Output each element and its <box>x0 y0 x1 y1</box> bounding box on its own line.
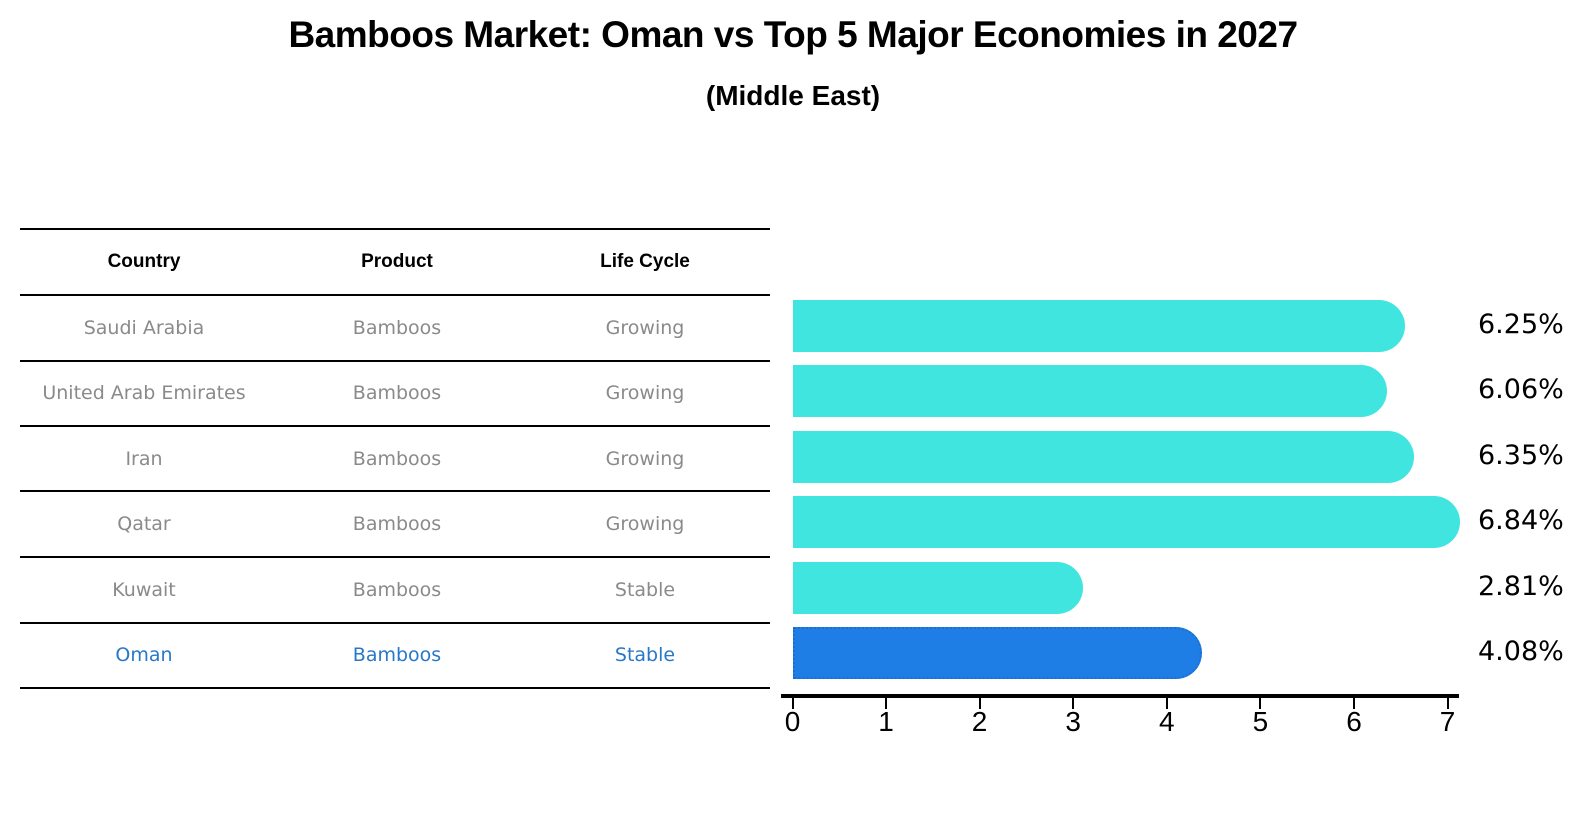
x-tick-label: 5 <box>1252 706 1269 737</box>
column-header-country: Country <box>107 251 181 272</box>
x-tick-label: 1 <box>878 706 894 737</box>
value-label: 2.81% <box>1478 570 1564 602</box>
column-header-product: Product <box>361 251 433 272</box>
x-axis-line <box>781 694 1459 698</box>
x-tick-label: 7 <box>1439 706 1456 737</box>
life-cycle-cell: Growing <box>605 513 685 535</box>
x-tick-mark <box>1446 698 1449 709</box>
bar <box>793 365 1388 417</box>
table-row-line <box>20 556 770 558</box>
product-cell: Bamboos <box>352 447 442 470</box>
table-row-line <box>20 425 770 427</box>
table-row-line <box>20 687 770 689</box>
bar <box>793 561 1083 614</box>
life-cycle-cell: Growing <box>605 316 685 339</box>
table-row-line <box>20 294 770 296</box>
x-tick-mark <box>1353 698 1355 709</box>
life-cycle-cell: Growing <box>605 447 685 470</box>
product-cell: Bamboos <box>352 382 442 404</box>
value-label: 6.06% <box>1478 374 1564 405</box>
bar-highlight-oman <box>793 627 1202 679</box>
chart-subtitle: (Middle East) <box>705 80 881 111</box>
table-row-line <box>20 228 770 230</box>
value-label: 6.35% <box>1478 439 1564 471</box>
x-tick-mark <box>885 698 888 709</box>
product-cell: Bamboos <box>352 513 442 535</box>
table-row-line <box>20 360 770 362</box>
x-tick-mark <box>1165 698 1168 709</box>
country-cell: Iran <box>125 447 163 470</box>
country-cell: Qatar <box>117 513 171 535</box>
country-cell: United Arab Emirates <box>42 382 246 404</box>
x-tick-mark <box>978 698 981 709</box>
chart-title: Bamboos Market: Oman vs Top 5 Major Econ… <box>288 14 1298 55</box>
bar <box>793 496 1461 548</box>
life-cycle-cell: Growing <box>605 382 685 404</box>
x-tick-mark <box>791 698 794 709</box>
country-cell: Kuwait <box>112 578 176 601</box>
bar <box>793 430 1415 483</box>
country-cell: Saudi Arabia <box>83 316 205 339</box>
life-cycle-cell: Stable <box>614 644 676 666</box>
value-label: 4.08% <box>1478 636 1564 667</box>
x-tick-label: 4 <box>1159 706 1175 737</box>
x-tick-mark <box>1259 698 1262 709</box>
table-row-line <box>20 490 770 492</box>
x-tick-label: 6 <box>1346 706 1362 737</box>
bar <box>793 299 1405 352</box>
x-tick-label: 2 <box>971 706 988 737</box>
table-row-line <box>20 622 770 624</box>
product-cell: Bamboos <box>352 578 442 601</box>
x-tick-mark <box>1072 698 1075 709</box>
x-tick-label: 3 <box>1065 706 1081 737</box>
value-label: 6.25% <box>1478 308 1564 340</box>
value-label: 6.84% <box>1478 505 1564 536</box>
product-cell: Bamboos <box>352 316 442 339</box>
product-cell: Bamboos <box>352 644 442 666</box>
life-cycle-cell: Stable <box>614 578 676 601</box>
column-header-life-cycle: Life Cycle <box>600 251 690 272</box>
x-tick-label: 0 <box>784 706 801 737</box>
country-cell: Oman <box>115 644 173 666</box>
